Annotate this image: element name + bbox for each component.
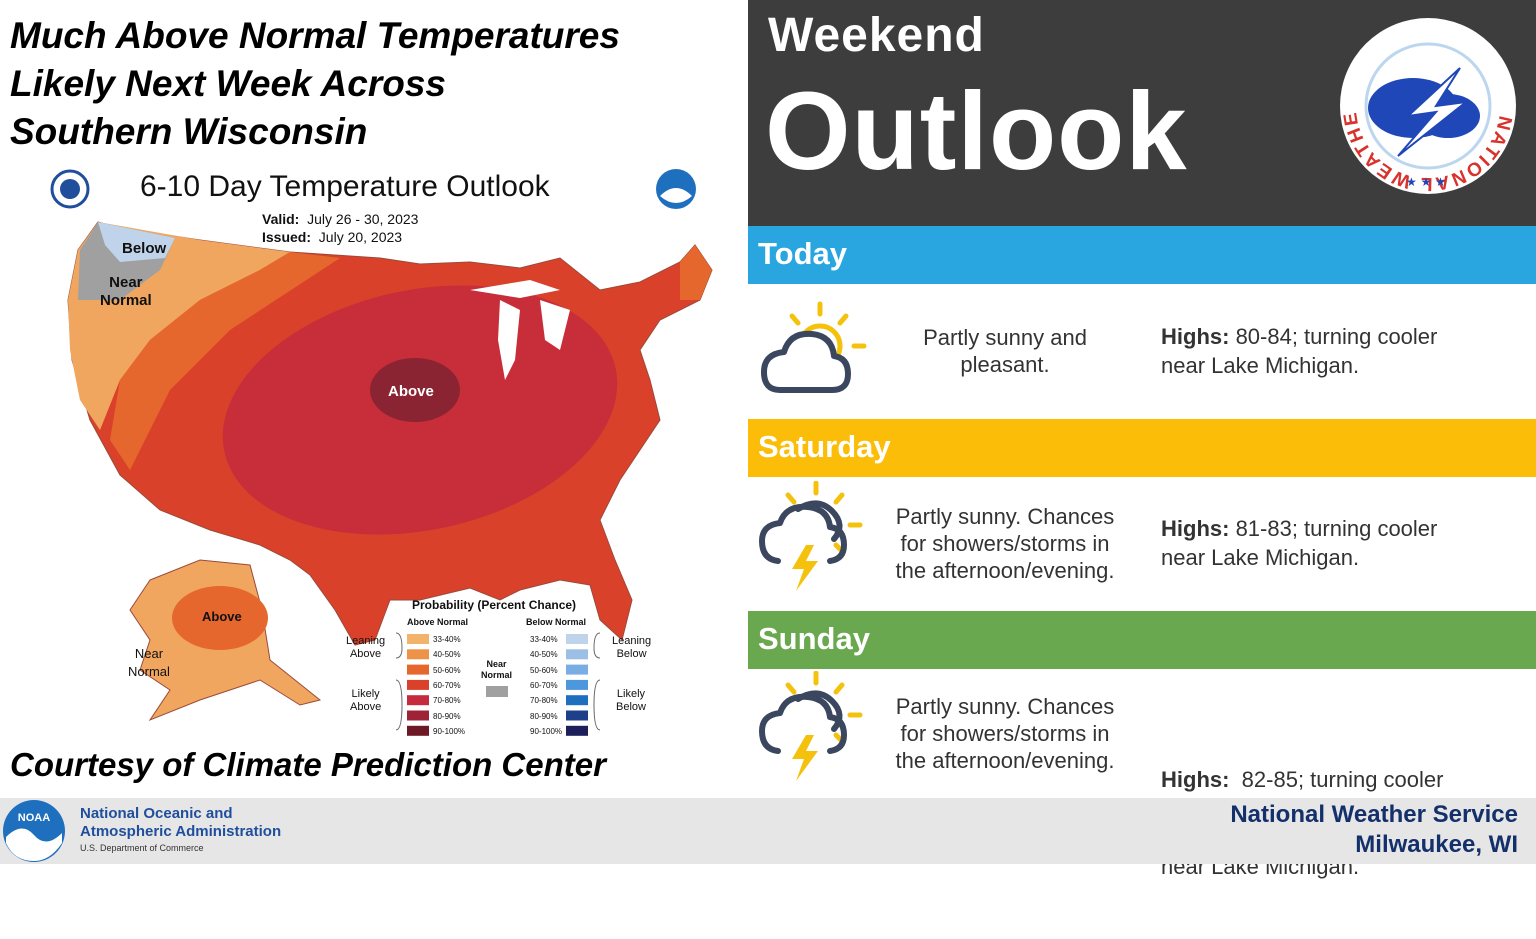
valid-label: Valid:	[262, 211, 300, 227]
legend-above-header: Above Normal	[407, 617, 469, 627]
legend-leaning-above: Leaning Above	[346, 635, 386, 660]
svg-text:★ ★ ★: ★ ★ ★	[1406, 175, 1446, 189]
above-pct-label-4: 70-80%	[433, 696, 461, 706]
legend-likely-above: Likely Above	[350, 688, 382, 713]
issued-label: Issued:	[262, 229, 312, 245]
footer	[0, 798, 1536, 864]
thunderstorm-icon	[759, 671, 863, 781]
below-swatch-3	[566, 679, 588, 690]
headline-line-1: Much Above Normal Temperatures	[10, 15, 620, 56]
legend-likely-below: Likely Below	[616, 688, 646, 713]
below-swatch-0	[566, 634, 588, 644]
above-swatch-3	[407, 679, 429, 690]
nws-logo-icon: NATIONAL WEATHER SERVICE ★ ★ ★	[1338, 16, 1516, 194]
day-row-today: Partly sunny and pleasant. Highs: 80-84;…	[748, 284, 1536, 419]
above-swatch-0	[407, 634, 429, 644]
above-swatch-2	[407, 664, 429, 675]
saturday-description: Partly sunny. Chances for showers/storms…	[895, 504, 1115, 583]
below-pct-label-1: 40-50%	[530, 650, 558, 660]
headline-line-3: Southern Wisconsin	[10, 111, 368, 152]
map-title: 6-10 Day Temperature Outlook	[140, 170, 550, 203]
valid-value: July 26 - 30, 2023	[307, 211, 419, 227]
label-above-conus: Above	[388, 383, 434, 400]
valid-dates: Valid: July 26 - 30, 2023	[262, 211, 418, 227]
below-pct-label-2: 50-60%	[530, 665, 558, 675]
nws-office-name: National Weather Service Milwaukee, WI	[1230, 801, 1518, 858]
partly-sunny-icon	[761, 301, 867, 393]
noaa-logo-icon: NOAA	[3, 800, 65, 862]
day-bar-sunday: Sunday	[748, 611, 1536, 669]
legend-swatches	[407, 634, 588, 736]
today-description: Partly sunny and pleasant.	[923, 325, 1087, 377]
highest-probability-region	[370, 358, 460, 422]
noaa-logo-text: NOAA	[18, 812, 50, 824]
below-pct-label-5: 80-90%	[530, 711, 558, 721]
below-pct-label-4: 70-80%	[530, 696, 558, 706]
courtesy-credit: Courtesy of Climate Prediction Center	[10, 746, 606, 783]
day-row-sunday: Partly sunny. Chances for showers/storms…	[748, 669, 1536, 879]
day-bar-saturday: Saturday	[748, 419, 1536, 477]
label-near-normal-alaska: Near Normal	[128, 646, 170, 679]
above-pct-label-2: 50-60%	[433, 665, 461, 675]
above-pct-label-6: 90-100%	[433, 726, 466, 736]
above-swatch-4	[407, 695, 429, 706]
headline-line-2: Likely Next Week Across	[10, 63, 446, 104]
above-swatch-5	[407, 710, 429, 721]
below-swatch-6	[566, 725, 588, 736]
today-highs: Highs: 80-84; turning cooler near Lake M…	[1161, 324, 1438, 378]
below-swatch-4	[566, 695, 588, 706]
headline: Much Above Normal Temperatures Likely Ne…	[10, 12, 740, 156]
above-pct-label-0: 33-40%	[433, 635, 461, 644]
above-pct-label-3: 60-70%	[433, 680, 461, 690]
day-bar-today: Today	[748, 226, 1536, 284]
above-swatch-1	[407, 649, 429, 660]
below-pct-label-0: 33-40%	[530, 635, 558, 644]
below-swatch-5	[566, 710, 588, 721]
legend-title: Probability (Percent Chance)	[412, 598, 577, 612]
header-outlook: Outlook	[765, 70, 1188, 193]
below-region	[98, 222, 175, 262]
below-pct-label-6: 90-100%	[530, 726, 563, 736]
above-pct-label-5: 80-90%	[433, 711, 461, 721]
label-below: Below	[122, 240, 167, 257]
sunday-description: Partly sunny. Chances for showers/storms…	[895, 694, 1115, 773]
above-swatch-6	[407, 725, 429, 736]
below-swatch-2	[566, 664, 588, 675]
legend-near-normal: Near Normal	[481, 659, 513, 680]
label-near-normal: Near Normal	[100, 274, 152, 309]
issued-value: July 20, 2023	[318, 229, 403, 245]
issued-date: Issued: July 20, 2023	[262, 229, 402, 245]
noaa-department: U.S. Department of Commerce	[80, 843, 204, 853]
legend-below-header: Below Normal	[526, 617, 587, 627]
below-pct-label-3: 60-70%	[530, 680, 558, 690]
thunderstorm-icon	[759, 481, 863, 591]
above-pct-label-1: 40-50%	[433, 650, 461, 660]
day-row-saturday: Partly sunny. Chances for showers/storms…	[748, 477, 1536, 611]
saturday-highs: Highs: 81-83; turning cooler near Lake M…	[1161, 516, 1438, 570]
label-above-alaska: Above	[202, 609, 242, 624]
temperature-outlook-map	[0, 165, 748, 737]
below-swatch-1	[566, 649, 588, 660]
header-weekend: Weekend	[768, 9, 985, 62]
legend-leaning-below: Leaning Below	[612, 635, 652, 660]
near-normal-swatch	[486, 686, 508, 697]
noaa-name: National Oceanic and Atmospheric Adminis…	[80, 805, 282, 840]
